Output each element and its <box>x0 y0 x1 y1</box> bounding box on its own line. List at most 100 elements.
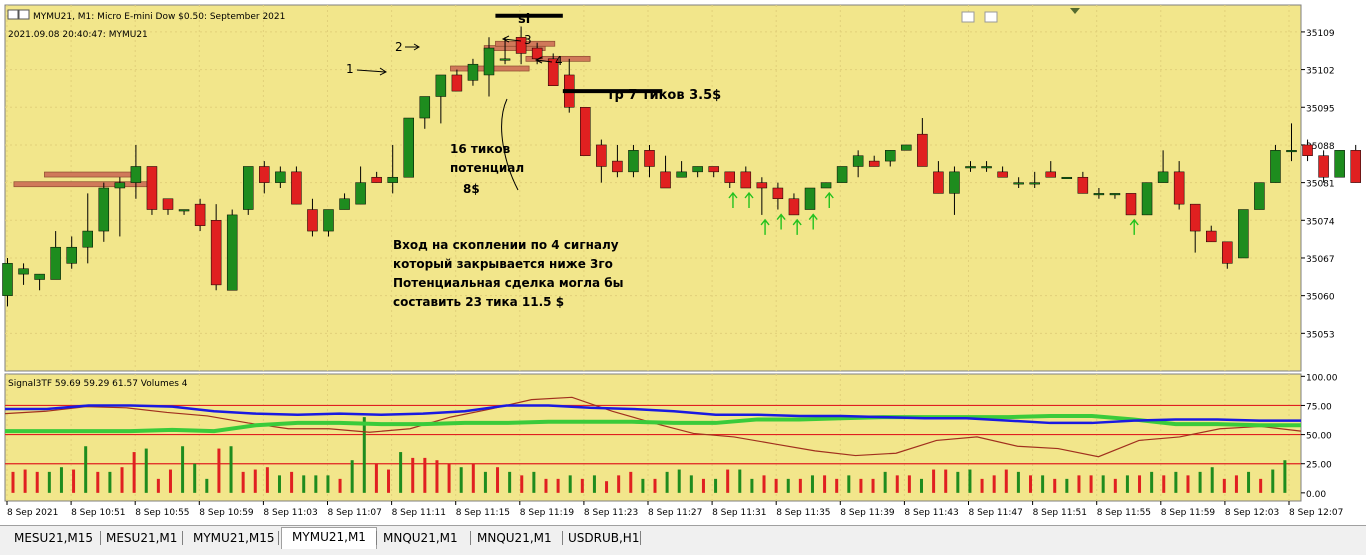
time-tick-label: 8 Sep 11:59 <box>1161 508 1216 518</box>
potential-curve <box>501 98 519 191</box>
chart-canvas[interactable]: 35109 35102 35095 35088 35081 35074 35067 35060… <box>0 0 1366 525</box>
time-tick-label: 8 Sep 11:15 <box>456 508 510 518</box>
volume-bar <box>1041 475 1045 493</box>
signal-arrow-icon <box>1129 218 1139 235</box>
volume-bar <box>411 457 415 493</box>
volume-bar <box>1283 460 1287 493</box>
signal-green-line <box>5 413 1301 434</box>
entry-text-4: составить 23 тика 11.5 $ <box>393 295 564 309</box>
annotation-3-arrow-icon <box>501 35 522 43</box>
bear-candle <box>708 166 719 173</box>
bull-candle <box>339 198 350 210</box>
volume-bar <box>580 478 584 493</box>
bear-candle <box>1045 171 1056 178</box>
indicator-tick-label: 75.00 <box>1306 402 1332 412</box>
volume-bar <box>786 478 790 493</box>
tab-mymu21-m15[interactable]: MYMU21,M15 <box>193 531 275 545</box>
bull-candle <box>66 246 77 264</box>
volume-bar <box>459 467 463 493</box>
price-tick-label: 35109 <box>1306 29 1335 39</box>
time-tick-label: 8 Sep 11:55 <box>1097 508 1151 518</box>
bear-candle <box>1302 144 1313 156</box>
volume-bar <box>907 475 911 493</box>
volume-bar <box>181 446 185 493</box>
volume-bar <box>241 471 245 493</box>
price-tick-label: 35060 <box>1306 293 1335 303</box>
bull-candle <box>114 182 126 189</box>
indicator-tick-label: 25.00 <box>1306 461 1332 471</box>
bull-candle <box>1238 209 1249 259</box>
volume-bar <box>665 471 669 493</box>
tab-mnqu21-m1-a[interactable]: MNQU21,M1 <box>383 531 458 545</box>
volume-bar <box>762 475 766 493</box>
annotation-2-arrow-icon <box>405 43 420 51</box>
volume-bar <box>1271 469 1275 493</box>
volume-bar <box>1174 471 1178 493</box>
time-tick-label: 8 Sep 11:51 <box>1033 508 1087 518</box>
volume-bar <box>483 471 487 493</box>
maximize-button-icon <box>984 11 998 23</box>
bull-candle <box>1286 150 1297 153</box>
bull-candle <box>323 209 334 232</box>
volume-bar <box>689 475 693 493</box>
bear-candle <box>1189 203 1201 232</box>
time-tick-label: 8 Sep 12:07 <box>1289 508 1343 518</box>
price-tick-label: 35067 <box>1306 255 1335 265</box>
indicator-plot-area <box>4 373 1302 502</box>
volume-bar <box>556 478 560 493</box>
tab-mesu21-m1[interactable]: MESU21,M1 <box>106 531 178 545</box>
volume-bar <box>520 475 524 493</box>
potential-text-2: потенциал <box>450 161 524 175</box>
volume-bar <box>326 475 330 493</box>
bear-candle <box>547 58 559 86</box>
signal-arrow-icon <box>760 218 770 235</box>
bear-candle <box>756 182 768 189</box>
bear-candle <box>146 166 158 210</box>
annotation-2: 2 <box>395 40 403 54</box>
volume-bar <box>992 475 996 493</box>
tab-mnqu21-m1-b[interactable]: MNQU21,M1 <box>477 531 552 545</box>
bear-candle <box>531 47 543 60</box>
signal-blue-line <box>5 404 1301 425</box>
bear-candle <box>1318 155 1329 178</box>
volume-bar <box>835 478 839 493</box>
tab-usdrub-h1[interactable]: USDRUB,H1 <box>568 531 640 545</box>
volume-bar <box>290 471 294 493</box>
time-tick-label: 8 Sep 10:55 <box>135 508 189 518</box>
bull-candle <box>676 171 687 178</box>
minimize-button-icon <box>961 11 975 23</box>
bear-candle <box>788 198 800 216</box>
volume-bar <box>592 475 596 493</box>
volume-bar <box>11 471 15 493</box>
potential-text-3: 8$ <box>463 182 480 196</box>
tab-separator <box>278 531 279 545</box>
bull-candle <box>965 166 976 169</box>
volume-bar <box>1210 467 1214 493</box>
tab-mymu21-m1[interactable]: MYMU21,M1 <box>281 527 377 549</box>
bull-candle <box>949 171 960 194</box>
tab-separator <box>100 531 101 545</box>
bull-candle <box>2 263 13 296</box>
bull-candle <box>275 171 286 183</box>
bear-candle <box>1350 150 1361 183</box>
bear-candle <box>371 176 382 183</box>
bull-candle <box>178 209 190 212</box>
shift-marker-icon <box>1070 8 1080 14</box>
volume-bar <box>362 417 366 493</box>
indicator-tick-label: 0.00 <box>1306 490 1326 500</box>
bull-candle <box>628 150 639 173</box>
signal-arrow-icon <box>744 191 754 208</box>
volume-bar <box>84 446 88 493</box>
volume-bar <box>532 471 536 493</box>
price-tick-label: 35081 <box>1306 180 1335 190</box>
volume-bar <box>399 452 403 493</box>
bull-candle <box>901 144 912 151</box>
volume-bar <box>471 463 475 493</box>
volume-bar <box>120 467 124 493</box>
bear-candle <box>868 160 880 167</box>
volume-bar <box>568 475 572 493</box>
bear-candle <box>724 171 735 183</box>
bear-candle <box>997 171 1008 178</box>
time-tick-label: 8 Sep 11:11 <box>392 508 446 518</box>
tab-mesu21-m15[interactable]: MESU21,M15 <box>14 531 94 545</box>
